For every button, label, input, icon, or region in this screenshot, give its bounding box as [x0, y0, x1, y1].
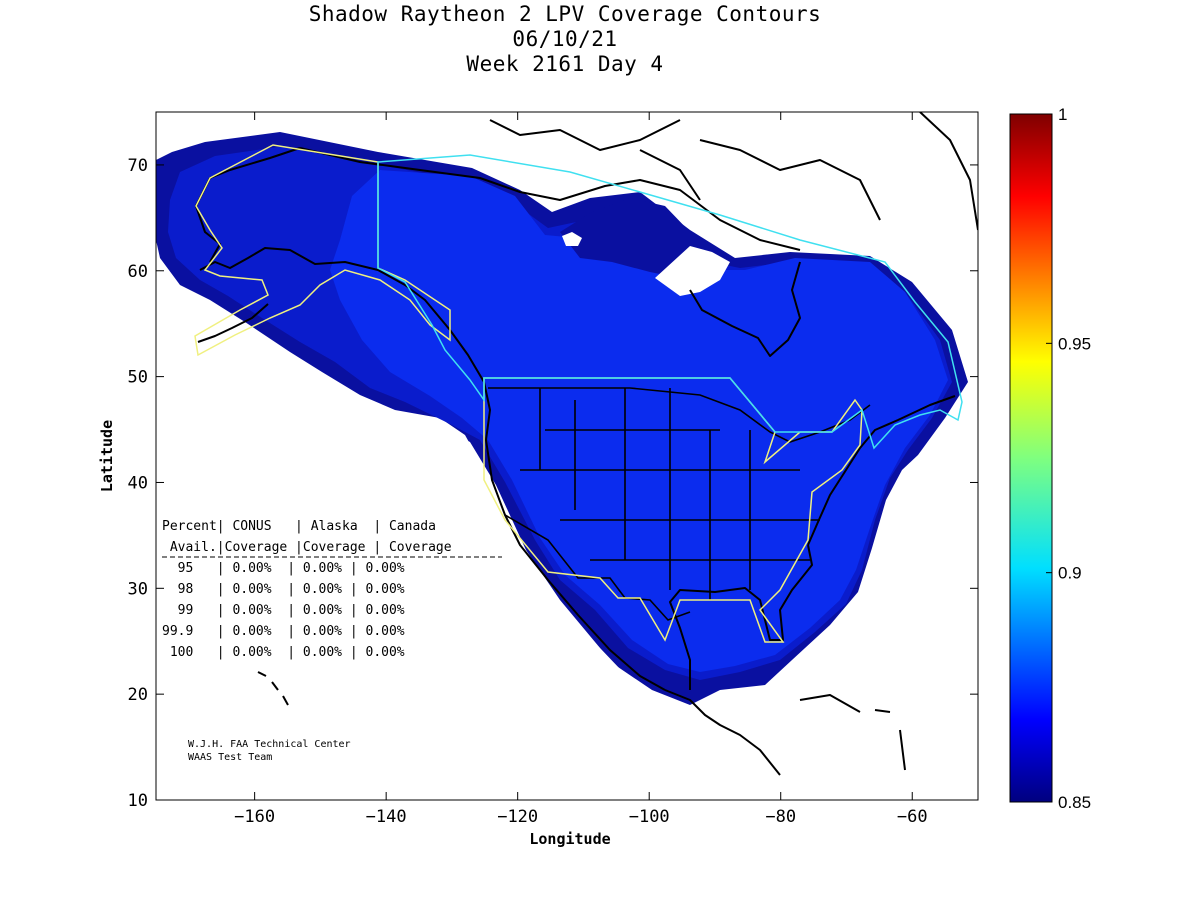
- credit-line-2: WAAS Test Team: [188, 752, 272, 763]
- stats-row: 99 | 0.00% | 0.00% | 0.00%: [162, 603, 405, 618]
- coastline-arctic-islands: [489, 119, 881, 221]
- coastline-pacific: [199, 247, 666, 691]
- x-axis-title: Longitude: [529, 830, 610, 848]
- coastline-atlantic: [807, 395, 956, 546]
- coverage-gap-north: [380, 112, 978, 262]
- stats-row: 98 | 0.00% | 0.00% | 0.00%: [162, 582, 405, 597]
- coastline-aleutians: [197, 303, 269, 343]
- x-tick-label: −100: [629, 807, 670, 827]
- stats-row: 100 | 0.00% | 0.00% | 0.00%: [162, 645, 405, 660]
- stats-header-row-1: Percent| CONUS | Alaska | Canada: [162, 519, 436, 534]
- stats-row: 99.9 | 0.00% | 0.00% | 0.00%: [162, 624, 405, 639]
- coastline-caribbean: [799, 694, 906, 771]
- us-canada-border: [488, 387, 871, 443]
- coverage-stats-table: Percent| CONUS | Alaska | Canada Avail.|…: [162, 519, 502, 660]
- colorbar-labels: 1 0.95 0.9 0.85: [1046, 105, 1091, 812]
- coastline-hawaii: [257, 671, 289, 706]
- coastline-central-america: [664, 689, 781, 776]
- alaska-service-boundary: [194, 144, 451, 357]
- y-tick-label: 20: [128, 685, 148, 705]
- coastline-hudson-bay: [689, 261, 801, 357]
- x-tick-label: −80: [765, 807, 796, 827]
- colorbar: [1009, 113, 1053, 803]
- us-mexico-border: [504, 514, 691, 621]
- x-axis: −160 −140 −120 −100 −80 −60: [234, 112, 928, 827]
- us-state-lines: [520, 388, 820, 600]
- coastline-gulf: [669, 544, 813, 690]
- x-tick-label: −160: [234, 807, 275, 827]
- stats-header-row-2: Avail.|Coverage |Coverage | Coverage: [162, 540, 452, 555]
- stats-row: 95 | 0.00% | 0.00% | 0.00%: [162, 561, 405, 576]
- x-tick-label: −140: [366, 807, 407, 827]
- y-tick-label: 10: [128, 791, 148, 811]
- y-tick-label: 40: [128, 473, 148, 493]
- credit-line-1: W.J.H. FAA Technical Center: [188, 739, 351, 750]
- map-title-line-3: Week 2161 Day 4: [466, 52, 664, 76]
- hudson-bay-low-coverage: [560, 198, 705, 278]
- coastlines: [195, 112, 978, 776]
- colorbar-label: 0.95: [1058, 334, 1091, 353]
- plot-frame: [155, 111, 979, 801]
- y-tick-label: 60: [128, 262, 148, 282]
- coverage-gap-pacific: [156, 260, 978, 800]
- coastline-greenland: [919, 112, 978, 231]
- x-tick-label: −120: [497, 807, 538, 827]
- colorbar-label: 1: [1058, 105, 1067, 124]
- state-borders: [488, 387, 871, 621]
- canada-service-boundary: [377, 154, 963, 450]
- coverage-gap-islands: [562, 232, 582, 246]
- y-axis-title: Latitude: [98, 420, 116, 492]
- map-title-line-1: Shadow Raytheon 2 LPV Coverage Contours: [308, 2, 822, 26]
- plot-area: [156, 112, 978, 800]
- map-title-line-2: 06/10/21: [512, 27, 618, 51]
- colorbar-label: 0.85: [1058, 793, 1091, 812]
- colorbar-label: 0.9: [1058, 564, 1082, 583]
- coverage-gap-hudson: [655, 246, 730, 296]
- y-tick-label: 70: [128, 156, 148, 176]
- y-tick-label: 30: [128, 579, 148, 599]
- y-tick-label: 50: [128, 368, 148, 388]
- coastline-arctic: [299, 147, 801, 251]
- x-tick-label: −60: [897, 807, 928, 827]
- y-axis: 10 20 30 40 50 60 70: [128, 156, 978, 811]
